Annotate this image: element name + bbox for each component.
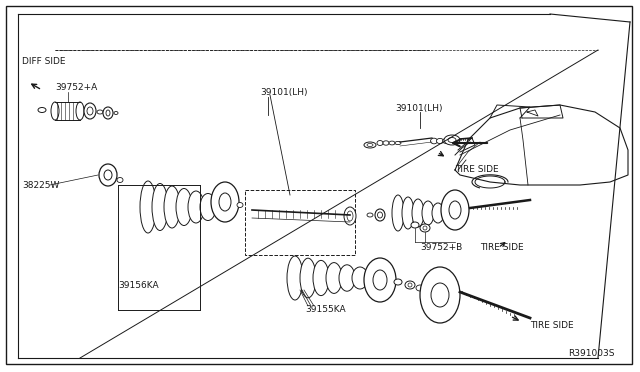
Ellipse shape xyxy=(326,263,342,294)
Ellipse shape xyxy=(394,279,402,285)
Ellipse shape xyxy=(84,103,96,119)
Ellipse shape xyxy=(378,212,383,218)
Ellipse shape xyxy=(51,102,59,120)
Ellipse shape xyxy=(364,258,396,302)
Ellipse shape xyxy=(431,138,438,144)
Ellipse shape xyxy=(347,211,353,221)
Text: R391003S: R391003S xyxy=(568,349,614,358)
Text: 39155KA: 39155KA xyxy=(305,305,346,314)
Text: TIRE SIDE: TIRE SIDE xyxy=(455,166,499,174)
Ellipse shape xyxy=(412,199,424,227)
Text: TIRE SIDE: TIRE SIDE xyxy=(530,321,573,330)
Ellipse shape xyxy=(405,281,415,289)
Ellipse shape xyxy=(87,107,93,115)
Ellipse shape xyxy=(104,170,112,180)
Text: DIFF SIDE: DIFF SIDE xyxy=(22,58,65,67)
Bar xyxy=(245,190,355,255)
Text: TIRE SIDE: TIRE SIDE xyxy=(480,244,524,253)
Ellipse shape xyxy=(444,135,460,145)
Text: 38225W: 38225W xyxy=(22,180,60,189)
Ellipse shape xyxy=(367,144,373,147)
Ellipse shape xyxy=(114,112,118,115)
Text: 39752+A: 39752+A xyxy=(55,83,97,93)
Text: 39101(LH): 39101(LH) xyxy=(395,103,442,112)
Ellipse shape xyxy=(97,110,103,114)
Ellipse shape xyxy=(448,138,456,142)
Ellipse shape xyxy=(402,197,414,229)
Ellipse shape xyxy=(377,141,383,145)
Ellipse shape xyxy=(352,267,368,289)
Ellipse shape xyxy=(164,186,180,228)
Ellipse shape xyxy=(219,193,231,211)
Text: 39752+B: 39752+B xyxy=(420,244,462,253)
Ellipse shape xyxy=(152,183,168,231)
Ellipse shape xyxy=(422,201,434,225)
Ellipse shape xyxy=(117,177,123,183)
Ellipse shape xyxy=(442,139,449,143)
Ellipse shape xyxy=(431,283,449,307)
Ellipse shape xyxy=(211,182,239,222)
Ellipse shape xyxy=(106,110,110,116)
Ellipse shape xyxy=(416,285,424,291)
Ellipse shape xyxy=(420,224,430,232)
Ellipse shape xyxy=(441,190,469,230)
Ellipse shape xyxy=(339,265,355,291)
Ellipse shape xyxy=(99,164,117,186)
Ellipse shape xyxy=(188,191,204,223)
Ellipse shape xyxy=(140,181,156,233)
Ellipse shape xyxy=(176,189,192,225)
Ellipse shape xyxy=(449,201,461,219)
Ellipse shape xyxy=(375,209,385,221)
Ellipse shape xyxy=(287,256,303,300)
Text: 39101(LH): 39101(LH) xyxy=(260,87,307,96)
Ellipse shape xyxy=(408,283,412,287)
Text: 39156KA: 39156KA xyxy=(118,280,159,289)
Ellipse shape xyxy=(436,138,444,144)
Ellipse shape xyxy=(383,141,389,145)
Ellipse shape xyxy=(76,102,84,120)
Ellipse shape xyxy=(38,108,46,112)
Ellipse shape xyxy=(237,202,243,208)
Ellipse shape xyxy=(411,222,419,228)
Ellipse shape xyxy=(373,270,387,290)
Ellipse shape xyxy=(423,226,427,230)
Ellipse shape xyxy=(389,141,395,145)
Ellipse shape xyxy=(300,258,316,298)
Ellipse shape xyxy=(367,213,373,217)
Ellipse shape xyxy=(103,107,113,119)
Ellipse shape xyxy=(200,193,216,221)
Ellipse shape xyxy=(344,207,356,225)
Ellipse shape xyxy=(395,141,401,145)
Ellipse shape xyxy=(364,142,376,148)
Ellipse shape xyxy=(313,260,329,296)
Ellipse shape xyxy=(432,203,444,223)
Ellipse shape xyxy=(420,267,460,323)
Ellipse shape xyxy=(392,195,404,231)
